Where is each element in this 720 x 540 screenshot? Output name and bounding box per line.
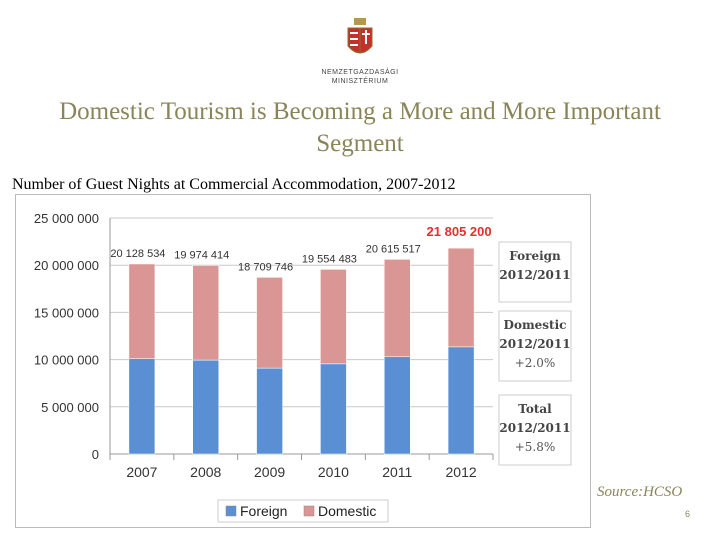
callout-period: 2012/2011 xyxy=(499,337,570,351)
y-tick-label: 15 000 000 xyxy=(34,305,99,320)
x-tick-label: 2012 xyxy=(446,464,477,480)
callout-period: 2012/2011 xyxy=(499,421,570,435)
y-tick-label: 10 000 000 xyxy=(34,353,99,368)
bar-foreign xyxy=(447,346,475,455)
x-tick-label: 2008 xyxy=(190,464,221,480)
legend-label-domestic: Domestic xyxy=(318,503,376,519)
bar-foreign xyxy=(384,356,411,455)
legend-swatch-foreign xyxy=(225,505,237,517)
bar-domestic xyxy=(320,269,347,365)
page-number: 6 xyxy=(685,509,691,519)
bar-foreign xyxy=(320,363,347,455)
total-label: 19 554 483 xyxy=(302,253,357,265)
x-tick-label: 2007 xyxy=(126,464,157,480)
callout-box xyxy=(498,394,572,466)
callout-change: +2.0% xyxy=(515,356,556,370)
bar-domestic xyxy=(192,265,219,361)
x-tick-label: 2011 xyxy=(382,464,412,480)
callout-period: 2012/2011 xyxy=(499,268,570,282)
guest-nights-chart: 0 5 000 000 10 000 000 15 000 000 20 000 000… xyxy=(15,194,591,528)
total-label: 20 128 534 xyxy=(110,248,165,260)
source-note: Source:HCSO xyxy=(597,484,683,500)
total-label: 18 709 746 xyxy=(238,261,293,273)
chart-frame xyxy=(15,194,591,528)
bar-foreign xyxy=(192,359,219,455)
bar-domestic xyxy=(256,277,283,369)
callout-box xyxy=(498,241,572,303)
slide-title-line2: Segment xyxy=(316,130,404,157)
y-tick-label: 20 000 000 xyxy=(34,258,99,273)
legend-box xyxy=(217,499,389,523)
legend-label-foreign: Foreign xyxy=(240,503,287,519)
callout-title: Domestic xyxy=(504,318,567,332)
coat-of-arms-icon xyxy=(347,18,373,54)
bar-foreign xyxy=(128,358,156,455)
x-tick-label: 2009 xyxy=(254,464,285,480)
ministry-logo: NEMZETGAZDASÁGI MINISZTÉRIUM xyxy=(318,14,402,86)
x-tick-label: 2010 xyxy=(318,464,349,480)
bar-foreign xyxy=(256,367,283,455)
callout-title: Foreign xyxy=(509,249,561,263)
callout-change: +5.8% xyxy=(515,440,556,454)
y-tick-label: 5 000 000 xyxy=(41,400,99,415)
callout-title: Total xyxy=(518,402,552,416)
chart-subtitle: Number of Guest Nights at Commercial Acc… xyxy=(12,176,456,193)
ministry-name-line1: NEMZETGAZDASÁGI xyxy=(321,69,399,76)
bar-domestic xyxy=(447,247,475,348)
ministry-name-line2: MINISZTÉRIUM xyxy=(331,78,389,85)
slide-title: Domestic Tourism is Becoming a More and … xyxy=(0,96,720,160)
bar-domestic xyxy=(128,263,156,359)
total-label: 20 615 517 xyxy=(366,243,421,255)
slide-title-line1: Domestic Tourism is Becoming a More and … xyxy=(59,98,661,125)
callout-box xyxy=(498,310,572,382)
total-label: 19 974 414 xyxy=(174,249,229,261)
legend-swatch-domestic xyxy=(303,505,315,517)
total-label: 21 805 200 xyxy=(427,224,492,239)
bar-domestic xyxy=(384,259,411,358)
y-tick-label: 25 000 000 xyxy=(34,211,99,226)
y-tick-label: 0 xyxy=(92,447,99,462)
